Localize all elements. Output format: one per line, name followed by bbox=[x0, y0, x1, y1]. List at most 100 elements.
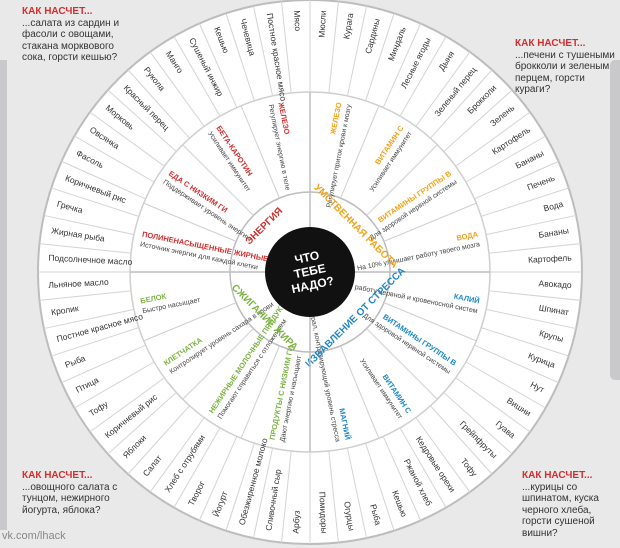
nutrient-divider bbox=[143, 202, 237, 242]
food-divider bbox=[198, 23, 238, 108]
food-divider bbox=[225, 13, 255, 101]
food-label: Авокадо bbox=[538, 278, 572, 290]
food-divider bbox=[328, 1, 339, 94]
corner-text: ...печени с тушеными брокколи и зеленым … bbox=[515, 49, 615, 96]
food-divider bbox=[89, 377, 165, 433]
food-divider bbox=[365, 443, 395, 531]
nutrient-divider bbox=[240, 105, 280, 199]
nutrient-divider bbox=[383, 202, 477, 242]
food-divider bbox=[89, 111, 165, 167]
food-divider bbox=[465, 361, 546, 409]
food-divider bbox=[415, 51, 471, 127]
food-divider bbox=[173, 427, 221, 508]
nutrient-divider bbox=[182, 144, 254, 216]
corner-heading: КАК НАСЧЕТ... bbox=[522, 470, 593, 481]
corner-note-top-right: КАК НАСЧЕТ... ...печени с тушеными брокк… bbox=[515, 38, 615, 96]
food-divider bbox=[51, 187, 139, 217]
food-divider bbox=[488, 243, 581, 254]
nutrient-divider bbox=[366, 144, 438, 216]
food-divider bbox=[149, 417, 205, 493]
food-divider bbox=[474, 344, 559, 384]
food-divider bbox=[173, 36, 221, 117]
food-label: Льняное масло bbox=[48, 277, 109, 290]
food-divider bbox=[107, 89, 177, 152]
food-label: Картофель bbox=[528, 253, 573, 265]
food-divider bbox=[149, 51, 205, 127]
food-divider bbox=[382, 23, 422, 108]
center-title: ТЕБЕ bbox=[293, 261, 327, 281]
food-divider bbox=[485, 308, 577, 330]
food-label: Арбуз bbox=[291, 510, 302, 534]
food-divider bbox=[225, 443, 255, 531]
food-divider bbox=[328, 450, 339, 543]
corner-text: ...овощного салата с тунцом, нежирного й… bbox=[22, 481, 118, 516]
corner-heading: КАК НАСЧЕТ... bbox=[22, 6, 93, 17]
food-divider bbox=[61, 160, 146, 200]
food-label: Помидоры bbox=[317, 491, 329, 533]
food-divider bbox=[399, 36, 447, 117]
food-divider bbox=[61, 344, 146, 384]
food-divider bbox=[252, 447, 274, 539]
corner-note-bottom-left: КАК НАСЧЕТ... ...овощного салата с тунцо… bbox=[22, 470, 134, 516]
nutrient-divider bbox=[383, 302, 477, 342]
food-divider bbox=[481, 187, 569, 217]
food-divider bbox=[346, 447, 368, 539]
food-divider bbox=[382, 436, 422, 521]
food-divider bbox=[485, 214, 577, 236]
nutrient-divider bbox=[340, 345, 380, 439]
food-label: Бананы bbox=[538, 225, 570, 240]
food-divider bbox=[415, 417, 471, 493]
nutrient-divider bbox=[240, 345, 280, 439]
food-divider bbox=[474, 160, 559, 200]
nutrient-divider bbox=[366, 328, 438, 400]
food-divider bbox=[443, 392, 513, 455]
food-divider bbox=[346, 5, 368, 97]
food-divider bbox=[198, 436, 238, 521]
food-label: Курага bbox=[341, 12, 355, 40]
food-divider bbox=[107, 392, 177, 455]
food-divider bbox=[365, 13, 395, 101]
nutrient-divider bbox=[182, 328, 254, 400]
center-disk bbox=[265, 227, 355, 317]
food-divider bbox=[127, 405, 190, 475]
corner-note-top-left: КАК НАСЧЕТ... ...салата из сардин и фасо… bbox=[22, 6, 130, 64]
food-divider bbox=[281, 450, 292, 543]
knife-right-icon bbox=[610, 60, 620, 380]
corner-text: ...салата из сардин и фасоли с овощами, … bbox=[22, 17, 120, 64]
food-divider bbox=[39, 290, 132, 301]
corner-note-bottom-right: КАК НАСЧЕТ... ...курицы со шпинатом, кус… bbox=[522, 470, 620, 539]
food-label: Мясо bbox=[292, 10, 303, 32]
food-divider bbox=[443, 89, 513, 152]
food-divider bbox=[51, 327, 139, 357]
food-divider bbox=[488, 290, 581, 301]
food-divider bbox=[430, 69, 493, 139]
food-divider bbox=[455, 377, 531, 433]
food-divider bbox=[252, 5, 274, 97]
food-divider bbox=[465, 135, 546, 183]
nutrient-divider bbox=[143, 302, 237, 342]
food-divider bbox=[39, 243, 132, 254]
food-label: Шпинат bbox=[538, 303, 570, 318]
center-title: ЧТО bbox=[293, 248, 320, 267]
food-divider bbox=[455, 111, 531, 167]
corner-heading: КАК НАСЧЕТ... bbox=[22, 470, 93, 481]
food-label: Мюсли bbox=[317, 10, 328, 38]
fork-left-icon bbox=[0, 60, 7, 530]
food-divider bbox=[481, 327, 569, 357]
nutrient-name: ВОДА bbox=[456, 229, 480, 242]
food-label: Кролик bbox=[50, 303, 79, 317]
corner-text: ...курицы со шпинатом, куска черного хле… bbox=[522, 481, 599, 539]
food-label: Подсолнечное масло bbox=[48, 253, 133, 267]
food-divider bbox=[74, 135, 155, 183]
food-divider bbox=[399, 427, 447, 508]
food-label: Огурцы bbox=[342, 501, 357, 532]
food-divider bbox=[43, 308, 135, 330]
nutrient-divider bbox=[340, 105, 380, 199]
corner-heading: КАК НАСЧЕТ... bbox=[515, 38, 586, 49]
food-divider bbox=[430, 405, 493, 475]
food-divider bbox=[74, 361, 155, 409]
food-divider bbox=[127, 69, 190, 139]
watermark: vk.com/lhack bbox=[2, 530, 66, 542]
food-divider bbox=[281, 1, 292, 94]
